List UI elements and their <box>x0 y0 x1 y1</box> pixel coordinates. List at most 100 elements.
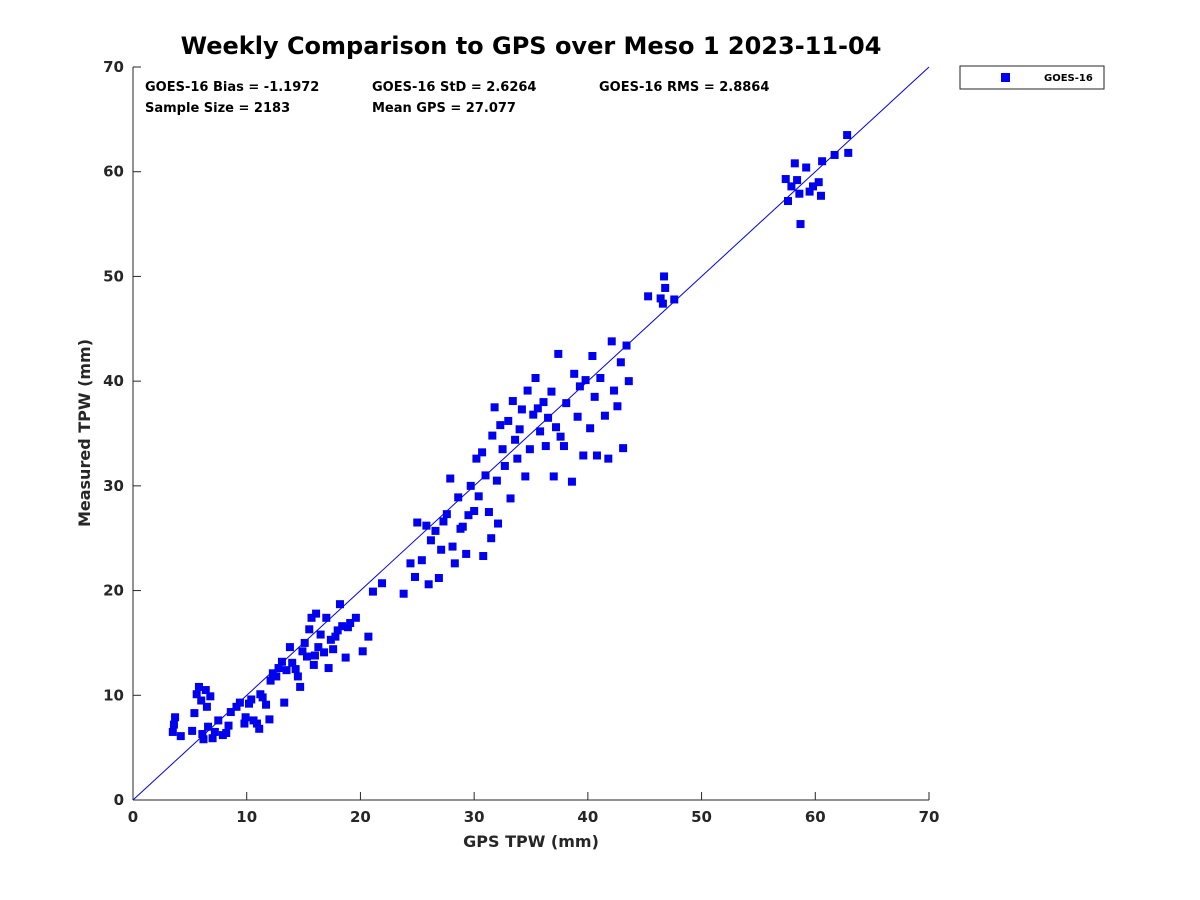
data-point <box>515 425 524 434</box>
data-point <box>562 399 571 408</box>
data-point <box>210 727 219 736</box>
data-point <box>277 657 286 666</box>
data-point <box>188 726 197 735</box>
data-point <box>656 294 665 303</box>
data-point <box>176 732 185 741</box>
data-point <box>358 647 367 656</box>
data-point <box>226 708 235 717</box>
data-point <box>781 175 790 184</box>
data-point <box>326 635 335 644</box>
data-point <box>190 709 199 718</box>
data-point <box>302 652 311 661</box>
data-point <box>492 476 501 485</box>
data-point <box>500 461 509 470</box>
data-point <box>368 587 377 596</box>
data-point <box>596 374 605 383</box>
data-point <box>208 734 217 743</box>
data-point <box>198 730 207 739</box>
legend-label: GOES-16 <box>1044 73 1093 84</box>
data-point <box>478 448 487 457</box>
reference-line-group <box>132 66 930 801</box>
data-point <box>830 150 839 159</box>
y-tick-label: 0 <box>114 791 124 809</box>
data-point <box>523 386 532 395</box>
data-point <box>470 506 479 515</box>
x-tick-label: 50 <box>691 808 712 826</box>
data-point <box>247 695 256 704</box>
data-point <box>588 352 597 361</box>
data-point <box>192 690 201 699</box>
data-point <box>222 728 231 737</box>
data-point <box>504 416 513 425</box>
data-point <box>613 402 622 411</box>
data-point <box>816 191 825 200</box>
data-point <box>194 682 203 691</box>
data-point <box>252 719 261 728</box>
data-point <box>793 176 802 185</box>
data-point <box>547 387 556 396</box>
data-point <box>481 471 490 480</box>
data-point <box>474 492 483 501</box>
data-point <box>479 552 488 561</box>
data-point <box>496 421 505 430</box>
data-point <box>549 472 558 481</box>
data-point <box>258 693 267 702</box>
data-point <box>790 159 799 168</box>
data-point <box>310 651 319 660</box>
plot-axes: 0 10 20 30 40 50 60 70 0 10 20 30 40 50 60 70 <box>103 58 939 826</box>
data-point <box>378 579 387 588</box>
data-point <box>442 510 451 519</box>
y-tick-label: 70 <box>103 58 124 76</box>
data-point <box>255 724 264 733</box>
data-point <box>607 337 616 346</box>
y-tick-label: 30 <box>103 477 124 495</box>
data-point <box>320 648 329 657</box>
reference-line <box>132 66 930 801</box>
data-point <box>206 692 215 701</box>
data-point <box>434 574 443 583</box>
data-point <box>466 481 475 490</box>
data-point <box>494 519 503 528</box>
data-point <box>796 220 805 229</box>
y-tick-label: 20 <box>103 582 124 600</box>
stat-rms: GOES-16 RMS = 2.8864 <box>599 80 769 95</box>
data-point <box>814 178 823 187</box>
data-point <box>544 413 553 422</box>
data-point <box>431 526 440 535</box>
data-point <box>293 672 302 681</box>
data-point <box>661 283 670 292</box>
data-point <box>285 643 294 652</box>
data-point <box>521 472 530 481</box>
data-point <box>399 589 408 598</box>
y-axis-label: Measured TPW (mm) <box>75 339 94 527</box>
x-tick-label: 40 <box>577 808 598 826</box>
data-point <box>224 721 233 730</box>
data-point <box>424 580 433 589</box>
data-point <box>660 272 669 281</box>
data-point <box>488 431 497 440</box>
data-point <box>426 536 435 545</box>
data-point <box>490 403 499 412</box>
data-point <box>487 534 496 543</box>
data-point <box>619 444 628 453</box>
data-point <box>199 735 208 744</box>
data-point <box>280 698 289 707</box>
data-point <box>616 358 625 367</box>
data-point <box>168 727 177 736</box>
data-point <box>411 572 420 581</box>
data-point <box>531 374 540 383</box>
data-point <box>262 700 271 709</box>
data-point <box>554 349 563 358</box>
stat-sample-size: Sample Size = 2183 <box>145 101 290 116</box>
data-point <box>448 542 457 551</box>
data-point <box>446 474 455 483</box>
data-point <box>458 522 467 531</box>
data-point <box>567 477 576 486</box>
data-point <box>316 630 325 639</box>
data-point <box>600 411 609 420</box>
data-point <box>324 664 333 673</box>
data-point <box>624 377 633 386</box>
x-axis-label: GPS TPW (mm) <box>463 832 599 851</box>
data-point <box>579 451 588 460</box>
